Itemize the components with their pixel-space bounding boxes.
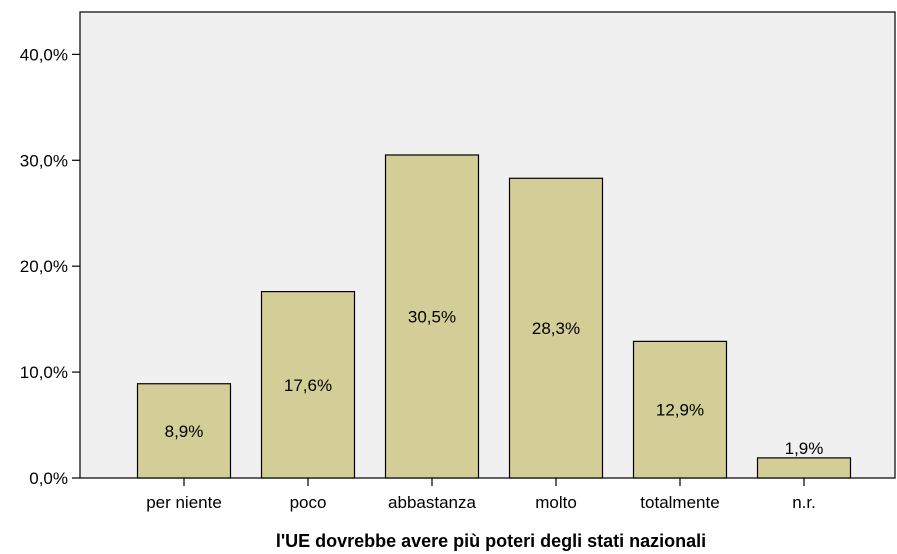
y-tick-label: 30,0%: [20, 151, 68, 170]
x-tick-label: poco: [290, 493, 327, 512]
bar-value-label: 28,3%: [532, 319, 580, 338]
bar-abbastanza: [384, 154, 480, 479]
y-tick-label: 0,0%: [29, 469, 68, 488]
x-tick-label: molto: [535, 493, 577, 512]
bar-molto: [508, 177, 604, 479]
y-tick-label: 20,0%: [20, 257, 68, 276]
x-tick-label: per niente: [146, 493, 222, 512]
bar-value-label: 30,5%: [408, 307, 456, 326]
bar-value-label: 8,9%: [165, 422, 204, 441]
bar-value-label: 17,6%: [284, 376, 332, 395]
x-tick-label: n.r.: [792, 493, 816, 512]
y-tick-label: 10,0%: [20, 363, 68, 382]
y-axis: 0,0% 10,0% 20,0% 30,0% 40,0%: [20, 45, 80, 488]
x-tick-label: abbastanza: [388, 493, 476, 512]
x-axis: per niente poco abbastanza molto totalmente n…: [146, 478, 816, 512]
bar-n-r: [756, 457, 852, 479]
bar-poco: [260, 291, 356, 479]
x-tick-label: totalmente: [640, 493, 719, 512]
bar-per-niente: [136, 383, 232, 479]
bar-value-label: 12,9%: [656, 401, 704, 420]
bar-value-label: 1,9%: [785, 439, 824, 458]
bars: 8,9% 17,6% 30,5% 28,3% 12,9% 1,9%: [136, 154, 852, 479]
bar-totalmente: [632, 340, 728, 479]
x-axis-title: l'UE dovrebbe avere più poteri degli sta…: [276, 531, 706, 551]
y-tick-label: 40,0%: [20, 45, 68, 64]
